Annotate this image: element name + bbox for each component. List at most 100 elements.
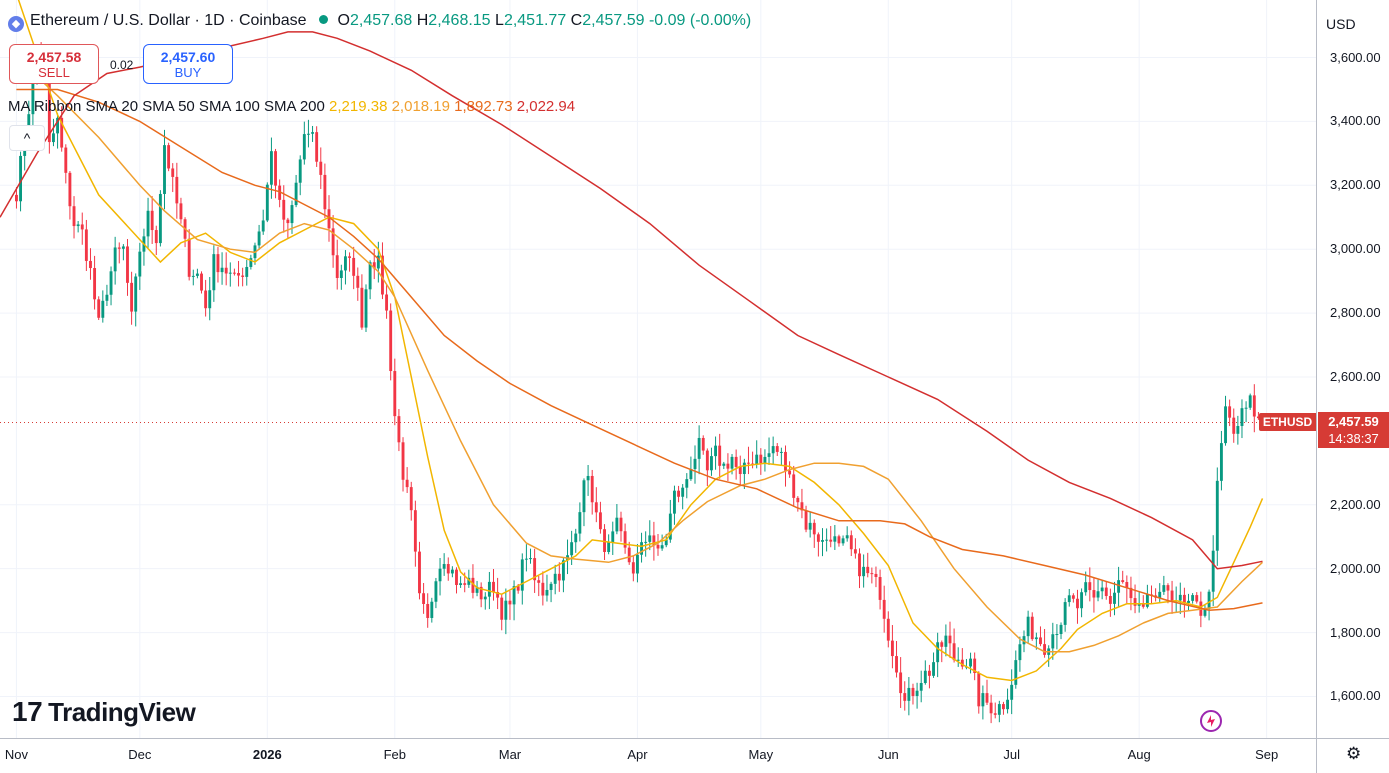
candle-body: [808, 522, 812, 530]
candle-body: [146, 210, 150, 237]
candle-body: [882, 599, 886, 619]
time-tick-label: Jul: [1003, 747, 1020, 762]
candle-body: [1191, 595, 1195, 601]
candle-body: [1137, 604, 1141, 606]
candle-body: [1043, 644, 1047, 655]
candle-body: [228, 272, 232, 274]
candle-body: [134, 276, 138, 312]
candle-body: [960, 659, 964, 667]
candle-body: [619, 517, 623, 532]
ohlc-value-h: 2,468.15: [428, 12, 496, 29]
candle-body: [60, 117, 64, 148]
candle-body: [1129, 587, 1133, 599]
candle-body: [393, 371, 397, 417]
candle-body: [319, 161, 323, 175]
candle-body: [97, 299, 101, 318]
candle-body: [722, 463, 726, 466]
candle-body: [870, 573, 874, 575]
candle-body: [821, 540, 824, 542]
candle-body: [179, 203, 183, 220]
candle-body: [890, 640, 894, 657]
candle-body: [586, 475, 590, 481]
candle-body: [1100, 587, 1104, 592]
ai-sparkle-icon[interactable]: [1196, 706, 1226, 736]
candle-body: [438, 568, 442, 582]
candle-body: [376, 255, 380, 269]
sell-button[interactable]: 2,457.58 SELL: [9, 44, 99, 84]
candle-body: [1228, 406, 1232, 418]
price-chart[interactable]: [0, 0, 1316, 738]
chart-plot-area[interactable]: ◆ Ethereum / U.S. Dollar · 1D · Coinbase O…: [0, 0, 1316, 738]
sell-label: SELL: [38, 65, 70, 80]
candle-body: [693, 458, 697, 470]
candle-body: [1051, 634, 1055, 649]
candle-body: [578, 512, 582, 534]
ma-value-3: 2,022.94: [512, 98, 576, 115]
buy-price: 2,457.60: [160, 49, 216, 65]
time-scale[interactable]: Nov Dec 2026 Feb Mar Apr May Jun Jul Aug Sep: [0, 738, 1316, 773]
candle-body: [574, 533, 578, 543]
symbol-price-tag: ETHUSD: [1259, 413, 1316, 432]
candle-body: [644, 541, 648, 543]
candle-body: [1158, 591, 1162, 598]
candle-body: [426, 603, 430, 618]
candle-body: [47, 71, 51, 143]
candle-body: [714, 445, 718, 457]
currency-selector[interactable]: USD: [1326, 16, 1356, 32]
candle-body: [689, 469, 693, 480]
candle-body: [237, 273, 240, 276]
tradingview-logo[interactable]: 17 TradingView: [12, 696, 196, 728]
candle-body: [269, 151, 273, 185]
candle-body: [1256, 416, 1260, 419]
candle-body: [372, 262, 376, 269]
candle-body: [623, 531, 627, 548]
time-tick-label: Sep: [1255, 747, 1279, 762]
candle-body: [64, 147, 68, 173]
candle-body: [294, 182, 298, 206]
candle-body: [31, 78, 35, 115]
candle-body: [315, 132, 319, 162]
candle-body: [615, 517, 619, 532]
candle-body: [590, 475, 594, 503]
candle-body: [1022, 636, 1026, 645]
candle-body: [656, 544, 660, 549]
candle-body: [833, 536, 837, 542]
candle-body: [191, 275, 195, 277]
candle-body: [1141, 604, 1145, 607]
tradingview-wordmark: TradingView: [48, 697, 196, 727]
ma-ribbon-legend[interactable]: MA Ribbon SMA 20 SMA 50 SMA 100 SMA 200 …: [8, 98, 575, 115]
candle-body: [673, 490, 676, 514]
collapse-legend-button[interactable]: ^: [9, 125, 45, 151]
candle-body: [1104, 587, 1108, 597]
candle-body: [969, 658, 972, 667]
candle-body: [849, 535, 853, 550]
candle-body: [997, 704, 1001, 715]
buy-button[interactable]: 2,457.60 BUY: [143, 44, 233, 84]
candle-body: [479, 586, 483, 600]
candle-body: [360, 287, 364, 328]
candle-body: [68, 172, 72, 207]
candle-body: [878, 577, 882, 600]
candle-body: [1121, 580, 1125, 582]
candle-body: [19, 155, 23, 202]
symbol-title[interactable]: Ethereum / U.S. Dollar · 1D · Coinbase: [30, 12, 307, 29]
market-status-icon[interactable]: [318, 15, 328, 24]
candle-body: [442, 564, 446, 569]
candle-body: [866, 566, 870, 574]
candle-body: [405, 479, 409, 488]
candle-body: [163, 145, 166, 194]
price-scale[interactable]: 3,600.00 3,400.00 3,200.00 3,000.00 2,800.00…: [1316, 0, 1389, 738]
candle-body: [1014, 660, 1018, 685]
candle-body: [113, 247, 117, 272]
price-tick-label: 3,200.00: [1330, 177, 1381, 193]
candle-body: [1034, 637, 1038, 640]
candle-body: [533, 558, 537, 581]
candle-body: [187, 238, 191, 277]
candle-body: [648, 535, 652, 542]
candle-body: [582, 480, 586, 513]
candle-body: [208, 290, 212, 309]
candles: [15, 42, 1264, 724]
candle-body: [224, 267, 228, 274]
settings-gear-icon[interactable]: ⚙: [1346, 744, 1362, 763]
candle-body: [660, 545, 664, 549]
